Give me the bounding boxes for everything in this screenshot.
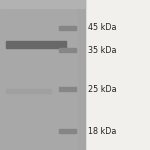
Text: 45 kDa: 45 kDa bbox=[88, 23, 117, 32]
Bar bbox=[59, 48, 76, 52]
Bar bbox=[6, 89, 51, 93]
Bar bbox=[59, 26, 76, 30]
Bar bbox=[59, 129, 76, 133]
Bar bbox=[78, 0, 85, 150]
Bar bbox=[0, 0, 85, 150]
Text: 18 kDa: 18 kDa bbox=[88, 127, 117, 136]
Text: 35 kDa: 35 kDa bbox=[88, 46, 117, 55]
Bar bbox=[0, 0, 85, 8]
Bar bbox=[59, 87, 76, 91]
Bar bbox=[85, 0, 150, 150]
Text: 25 kDa: 25 kDa bbox=[88, 85, 117, 94]
Bar bbox=[6, 41, 66, 48]
